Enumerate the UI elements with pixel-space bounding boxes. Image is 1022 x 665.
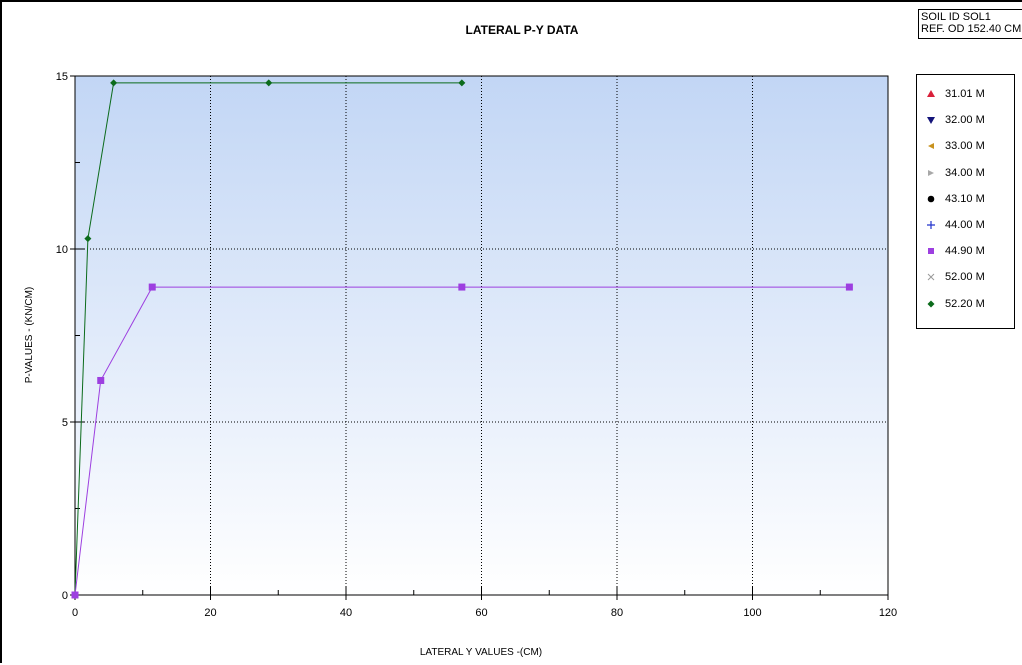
cross-marker-icon (917, 272, 945, 282)
legend-item: 31.01 M (917, 81, 1014, 107)
data-point (458, 79, 466, 87)
y-tick-label: 10 (56, 244, 68, 256)
legend-item: 52.20 M (917, 291, 1014, 317)
square-marker-icon (917, 246, 945, 256)
y-tick-label: 0 (62, 590, 68, 602)
data-point (458, 283, 466, 291)
y-axis-label: P-VALUES - (KN/CM) (24, 287, 35, 384)
legend-label: 52.00 M (945, 271, 985, 284)
data-point (71, 591, 79, 599)
x-tick-label: 120 (879, 607, 897, 619)
legend-item: 44.00 M (917, 212, 1014, 238)
data-point (97, 376, 105, 384)
legend-item: 33.00 M (917, 133, 1014, 159)
data-point (148, 283, 156, 291)
triangle-up-marker-icon (917, 89, 945, 99)
x-tick-label: 80 (611, 607, 623, 619)
series-layer (71, 79, 853, 599)
chart-legend: 31.01 M 32.00 M 33.00 M 34.00 M 43.10 M 44.00… (916, 74, 1015, 329)
triangle-left-marker-icon (917, 141, 945, 151)
data-point (845, 283, 853, 291)
circle-marker-icon (917, 194, 945, 204)
x-axis-label: LATERAL Y VALUES -(CM) (420, 647, 542, 658)
soil-info-box: SOIL ID SOL1 REF. OD 152.40 CM (918, 9, 1022, 39)
grid-lines (75, 76, 888, 595)
legend-label: 32.00 M (945, 114, 985, 127)
legend-label: 52.20 M (945, 297, 985, 310)
y-tick-label: 5 (62, 417, 68, 429)
data-point (110, 79, 118, 87)
legend-item: 52.00 M (917, 264, 1014, 290)
x-tick-label: 60 (475, 607, 487, 619)
axes: 0 20 40 60 80 100 120 0 5 10 15 (56, 71, 897, 619)
legend-label: 33.00 M (945, 140, 985, 153)
legend-item: 34.00 M (917, 160, 1014, 186)
data-point (265, 79, 273, 87)
chart-title: LATERAL P-Y DATA (465, 23, 579, 37)
legend-label: 43.10 M (945, 192, 985, 205)
diamond-marker-icon (917, 299, 945, 309)
legend-label: 44.90 M (945, 245, 985, 258)
y-tick-label: 15 (56, 71, 68, 83)
legend-label: 31.01 M (945, 88, 985, 101)
x-tick-label: 100 (743, 607, 761, 619)
triangle-right-marker-icon (917, 168, 945, 178)
triangle-down-marker-icon (917, 115, 945, 125)
ref-od-text: REF. OD 152.40 CM (921, 23, 1022, 35)
legend-item: 43.10 M (917, 186, 1014, 212)
legend-item: 44.90 M (917, 238, 1014, 264)
x-tick-label: 20 (204, 607, 216, 619)
x-tick-label: 0 (72, 607, 78, 619)
legend-item: 32.00 M (917, 107, 1014, 133)
legend-label: 44.00 M (945, 219, 985, 232)
legend-label: 34.00 M (945, 166, 985, 179)
soil-id-text: SOIL ID SOL1 (921, 11, 991, 23)
x-tick-label: 40 (340, 607, 352, 619)
plus-marker-icon (917, 220, 945, 230)
data-point (84, 235, 92, 243)
